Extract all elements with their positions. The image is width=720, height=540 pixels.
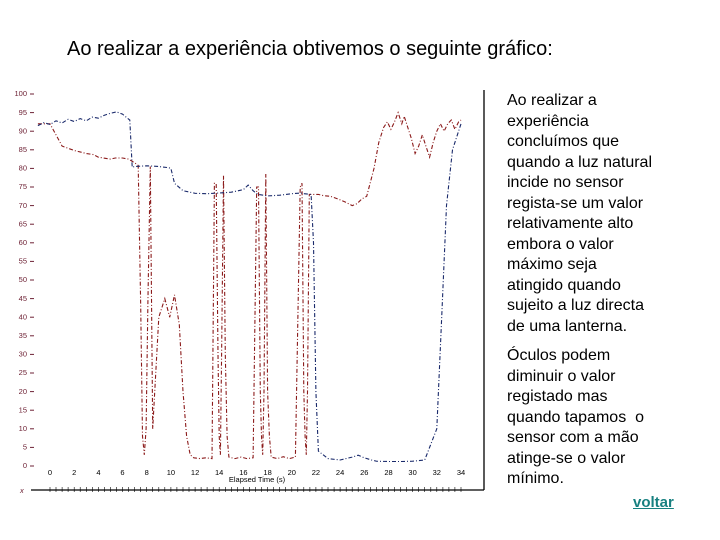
svg-text:35: 35 [19, 331, 27, 340]
svg-text:5: 5 [23, 443, 27, 452]
svg-text:0: 0 [23, 461, 27, 470]
svg-text:60: 60 [19, 238, 27, 247]
svg-text:70: 70 [19, 201, 27, 210]
svg-text:30: 30 [408, 468, 416, 477]
svg-text:75: 75 [19, 182, 27, 191]
svg-text:20: 20 [19, 387, 27, 396]
svg-text:45: 45 [19, 294, 27, 303]
svg-text:Elapsed Time (s): Elapsed Time (s) [229, 475, 286, 484]
svg-text:25: 25 [19, 368, 27, 377]
svg-text:x: x [19, 486, 24, 495]
svg-text:24: 24 [336, 468, 344, 477]
svg-text:15: 15 [19, 405, 27, 414]
svg-text:90: 90 [19, 126, 27, 135]
svg-text:12: 12 [191, 468, 199, 477]
svg-text:100: 100 [14, 89, 27, 98]
svg-text:28: 28 [384, 468, 392, 477]
svg-text:30: 30 [19, 350, 27, 359]
svg-text:14: 14 [215, 468, 223, 477]
svg-text:85: 85 [19, 145, 27, 154]
svg-text:22: 22 [312, 468, 320, 477]
svg-text:50: 50 [19, 275, 27, 284]
svg-text:2: 2 [72, 468, 76, 477]
svg-text:6: 6 [120, 468, 124, 477]
svg-text:10: 10 [19, 424, 27, 433]
svg-text:4: 4 [96, 468, 100, 477]
svg-text:20: 20 [288, 468, 296, 477]
svg-text:40: 40 [19, 312, 27, 321]
svg-text:55: 55 [19, 257, 27, 266]
svg-text:8: 8 [145, 468, 149, 477]
svg-text:10: 10 [167, 468, 175, 477]
svg-text:95: 95 [19, 108, 27, 117]
svg-text:26: 26 [360, 468, 368, 477]
svg-text:0: 0 [48, 468, 52, 477]
svg-text:34: 34 [457, 468, 465, 477]
svg-text:32: 32 [433, 468, 441, 477]
svg-text:80: 80 [19, 164, 27, 173]
svg-text:65: 65 [19, 219, 27, 228]
